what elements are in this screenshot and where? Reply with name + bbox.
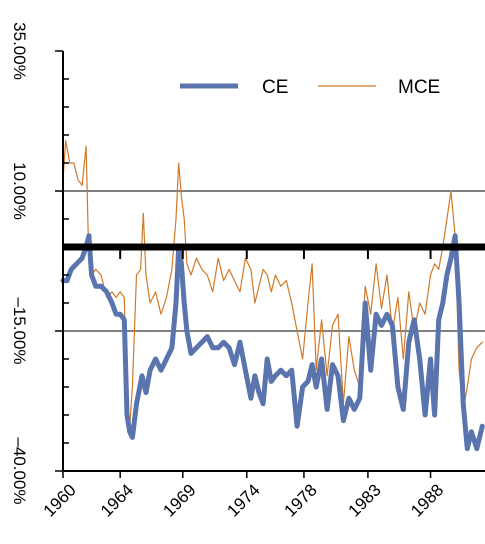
y-tick-label-3: –40.00% (10, 437, 29, 504)
axes (55, 50, 485, 478)
x-tick-label-3: 1974 (223, 480, 263, 520)
reference-line-layer (62, 243, 485, 259)
x-tick-label-6: 1988 (407, 480, 447, 520)
x-tick-label-1: 1964 (97, 480, 137, 520)
y-tick-label-1: 10.00% (10, 162, 29, 220)
y-tick-label-0: 35.00% (10, 22, 29, 80)
x-tick-label-2: 1969 (159, 480, 199, 520)
y-tick-label-2: –15.00% (10, 297, 29, 364)
gridlines (63, 190, 485, 332)
legend: CE MCE (180, 77, 440, 98)
y-tick-labels: 35.00% 10.00% –15.00% –40.00% (10, 22, 29, 504)
series-layer (60, 140, 485, 452)
x-tick-labels: 1960 1964 1969 1974 1978 1983 1988 (40, 480, 448, 520)
legend-label-mce: MCE (398, 77, 440, 98)
series-line-ce (60, 233, 485, 452)
x-tick-label-0: 1960 (40, 480, 80, 520)
legend-label-ce: CE (262, 77, 288, 98)
x-tick-label-5: 1983 (345, 480, 385, 520)
x-tick-label-4: 1978 (281, 480, 321, 520)
